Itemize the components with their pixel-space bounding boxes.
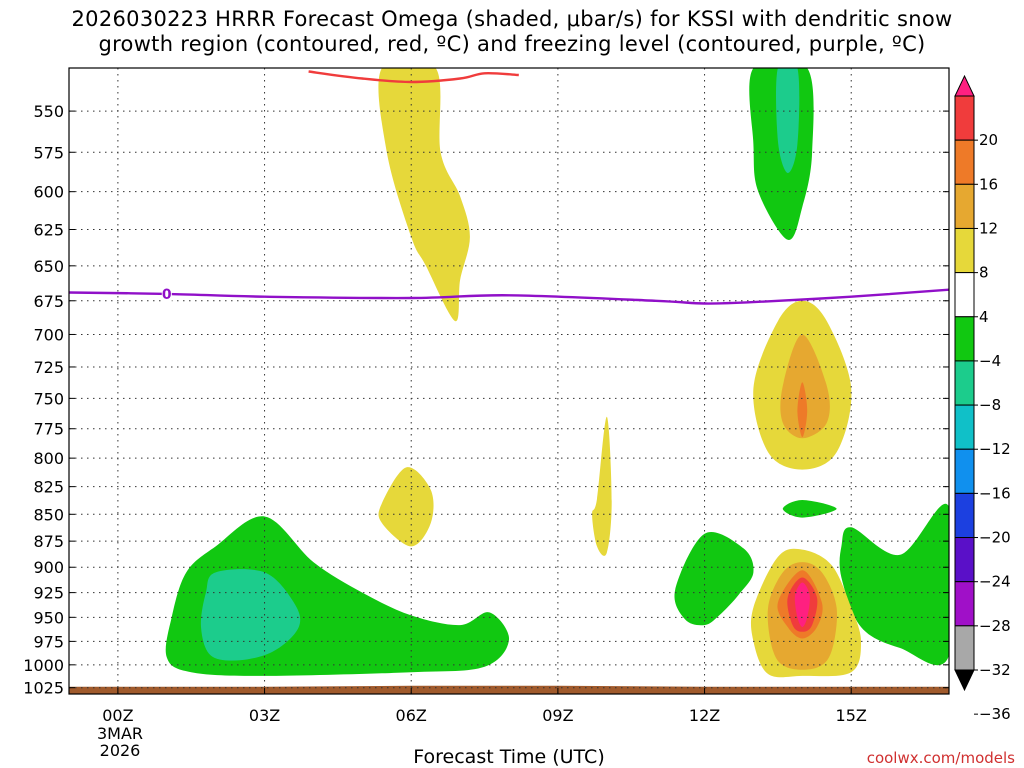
omega-region-green-small-right [782, 500, 837, 518]
omega-region-teal-lower-left [200, 569, 301, 661]
plot-area: 0 [68, 67, 950, 695]
y-tick-label-1025: 1025 [23, 679, 64, 698]
x-date-year: 2026 [100, 741, 141, 760]
y-tick-label-1000: 1000 [23, 656, 64, 675]
y-tick-label-600: 600 [33, 183, 64, 202]
y-tick-label-925: 925 [33, 584, 64, 603]
x-tick-label-15Z: 15Z [836, 706, 867, 725]
y-tick-label-975: 975 [33, 632, 64, 651]
omega-region-green-lower-far-right [839, 503, 949, 666]
colorbar-swatch-13 [954, 625, 975, 671]
y-tick-label-875: 875 [33, 532, 64, 551]
x-tick-label-00Z: 00Z [102, 706, 133, 725]
colorbar-label-3: 8 [979, 264, 989, 282]
x-tick-label-03Z: 03Z [249, 706, 280, 725]
y-tick-label-900: 900 [33, 558, 64, 577]
freezing-label-bg [161, 285, 172, 302]
y-tick-label-575: 575 [33, 143, 64, 162]
y-tick-label-825: 825 [33, 478, 64, 497]
x-tick-label-09Z: 09Z [542, 706, 573, 725]
colorbar-top-arrow [954, 74, 975, 97]
y-tick-label-800: 800 [33, 449, 64, 468]
colorbar-label-9: −20 [979, 529, 1011, 547]
y-tick-label-625: 625 [33, 220, 64, 239]
freezing-level-label: 0 [162, 287, 172, 303]
colorbar-label-10: −24 [979, 573, 1011, 591]
y-tick-label-775: 775 [33, 420, 64, 439]
y-tick-label-850: 850 [33, 505, 64, 524]
y-axis: 550 575 600 625 650 675 700 725 750 775 800 825 850 8… [23, 102, 949, 698]
colorbar-swatch-8 [954, 404, 975, 450]
x-axis-label: Forecast Time (UTC) [413, 746, 604, 768]
colorbar-swatch-1 [954, 95, 975, 141]
colorbar: 20 16 12 8 4 −4 −8 −12 −16 −20 −24 −28 −32 −36 [954, 74, 1011, 723]
y-tick-label-750: 750 [33, 389, 64, 408]
y-tick-label-700: 700 [33, 325, 64, 344]
y-tick-label-675: 675 [33, 292, 64, 311]
contour-layer: 0 [69, 70, 949, 305]
colorbar-swatch-5 [954, 272, 975, 318]
dendritic-growth-contour [308, 70, 519, 84]
x-date-month: 3MAR [97, 724, 143, 743]
y-tick-label-725: 725 [33, 358, 64, 377]
omega-region-orange-mid-right [780, 334, 830, 439]
x-tick-label-06Z: 06Z [396, 706, 427, 725]
omega-region-red-orange-mid-right [797, 382, 808, 438]
colorbar-label-8: −16 [979, 484, 1011, 502]
colorbar-label-1: 16 [979, 175, 998, 193]
omega-region-green-lower-right [674, 531, 754, 626]
gridlines [69, 68, 949, 694]
colorbar-label-5: −4 [979, 352, 1001, 370]
colorbar-label-4: 4 [979, 308, 989, 326]
colorbar-swatch-2 [954, 139, 975, 185]
omega-region-magenta-lower-right [794, 582, 810, 627]
colorbar-swatch-4 [954, 227, 975, 274]
colorbar-swatch-9 [954, 448, 975, 494]
colorbar-swatch-11 [954, 537, 975, 583]
y-tick-label-950: 950 [33, 608, 64, 627]
omega-shading-layer [165, 68, 949, 678]
x-axis: 00Z 03Z 06Z 09Z 12Z 15Z [102, 688, 867, 725]
colorbar-label-12: −32 [979, 661, 1011, 679]
y-tick-label-550: 550 [33, 102, 64, 121]
colorbar-swatch-3 [954, 183, 975, 229]
colorbar-label-0: 20 [979, 131, 998, 149]
x-tick-label-12Z: 12Z [689, 706, 720, 725]
omega-region-yellow-small-825 [378, 467, 434, 547]
colorbar-swatch-6 [954, 316, 975, 362]
colorbar-bottom-arrow [954, 669, 975, 692]
colorbar-swatch-12 [954, 581, 975, 627]
credit-text: coolwx.com/models [867, 749, 1015, 767]
plot-frame [68, 67, 950, 695]
omega-region-yellow-thin-09z [592, 416, 612, 556]
title-line-1: 2026030223 HRRR Forecast Omega (shaded, … [72, 7, 953, 31]
colorbar-label-7: −12 [979, 440, 1011, 458]
title-line-2: growth region (contoured, red, ºC) and f… [98, 32, 925, 56]
colorbar-label-2: 12 [979, 219, 998, 237]
colorbar-label-6: −8 [979, 396, 1001, 414]
colorbar-label-13: −36 [979, 705, 1011, 723]
omega-region-teal-upper-right [776, 68, 800, 174]
omega-region-yellow-upper-center [378, 68, 470, 322]
colorbar-swatch-7 [954, 360, 975, 406]
colorbar-label-11: −28 [979, 617, 1011, 635]
colorbar-swatch-10 [954, 492, 975, 539]
freezing-level-contour [69, 288, 949, 305]
y-tick-label-650: 650 [33, 257, 64, 276]
